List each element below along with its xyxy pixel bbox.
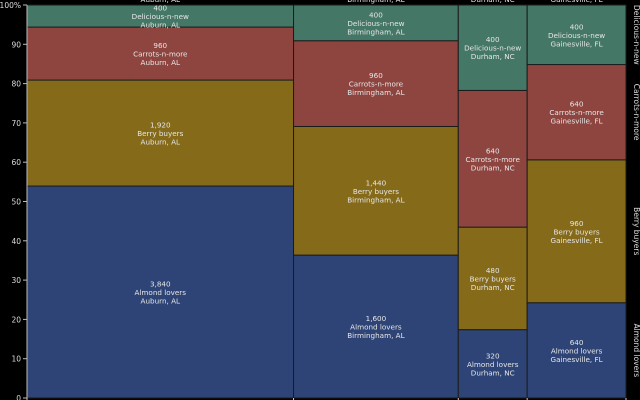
cell-value-label: 960: [153, 41, 167, 50]
cell-series-label: Almond lovers: [135, 288, 187, 297]
cell-category-label: Auburn, AL: [141, 138, 180, 147]
cell-category-label: Gainesville, FL: [551, 39, 603, 48]
legend-label-carrots-n-more: Carrots-n-more: [632, 84, 640, 141]
mosaic-cell-carrots-n-more-gainesville-fl: [526, 64, 627, 161]
y-tick-label: 0: [16, 394, 21, 400]
cell-series-label: Almond lovers: [350, 323, 402, 332]
legend: Almond lovers Berry buyers Carrots-n-more D…: [632, 5, 640, 377]
column-header-durham-nc: Durham, NC: [471, 0, 515, 4]
cell-value-label: 960: [369, 71, 383, 80]
mosaic-cell-almond-lovers-gainesville-fl: [526, 302, 627, 399]
cell-value-label: 400: [486, 35, 500, 44]
cell-series-label: Carrots-n-more: [349, 80, 404, 89]
y-tick-label: 100%: [0, 1, 21, 10]
cell-category-label: Birmingham, AL: [347, 195, 404, 204]
y-tick-label: 10: [11, 355, 21, 364]
column-header-auburn-al: Auburn, AL: [141, 0, 180, 4]
cell-series-label: Delicious-n-new: [464, 44, 521, 53]
legend-label-berry-buyers: Berry buyers: [632, 207, 640, 255]
cell-value-label: 640: [570, 100, 584, 109]
y-axis: 0 10 20 30 40 50 60 70 80 90 100%: [0, 1, 28, 400]
cell-series-label: Berry buyers: [553, 227, 599, 236]
cell-value-label: 640: [486, 146, 500, 155]
cell-value-label: 1,440: [366, 178, 387, 187]
y-tick-label: 30: [11, 276, 21, 285]
cell-value-label: 400: [570, 22, 584, 31]
cell-category-label: Auburn, AL: [141, 297, 180, 306]
y-tick-label: 60: [11, 158, 21, 167]
cell-series-label: Berry buyers: [353, 187, 399, 196]
cell-value-label: 3,840: [150, 280, 171, 289]
mosaic-cell-carrots-n-more-birmingham-al: [293, 40, 459, 127]
cell-series-label: Carrots-n-more: [466, 155, 521, 164]
cell-value-label: 320: [486, 351, 500, 360]
cell-category-label: Durham, NC: [471, 52, 515, 61]
cell-series-label: Delicious-n-new: [347, 19, 404, 28]
cell-category-label: Gainesville, FL: [551, 117, 603, 126]
cell-series-label: Carrots-n-more: [133, 50, 188, 59]
y-tick-label: 80: [11, 80, 21, 89]
cell-value-label: 640: [570, 338, 584, 347]
mosaic-cell-delicious-n-new-gainesville-fl: [526, 4, 627, 66]
cell-value-label: 1,920: [150, 121, 171, 130]
cell-category-label: Durham, NC: [471, 283, 515, 292]
mosaic-cell-carrots-n-more-durham-nc: [457, 89, 528, 228]
y-tick-label: 70: [11, 119, 21, 128]
cell-series-label: Berry buyers: [137, 129, 183, 138]
cell-category-label: Durham, NC: [471, 368, 515, 377]
mosaic-cell-berry-buyers-durham-nc: [457, 226, 528, 331]
cell-series-label: Almond lovers: [467, 360, 519, 369]
cell-category-label: Gainesville, FL: [551, 355, 603, 364]
mosaic-cell-almond-lovers-auburn-al: [26, 185, 295, 399]
mosaic-cell-berry-buyers-gainesville-fl: [526, 159, 627, 304]
cell-value-label: 480: [486, 266, 500, 275]
y-tick-label: 90: [11, 40, 21, 49]
cell-series-label: Delicious-n-new: [548, 31, 605, 40]
mosaic-cell-delicious-n-new-durham-nc: [457, 4, 528, 91]
column-header-gainesville-fl: Gainesville, FL: [551, 0, 603, 4]
cell-series-label: Delicious-n-new: [132, 12, 189, 21]
cell-category-label: Birmingham, AL: [347, 88, 404, 97]
column-header-birmingham-al: Birmingham, AL: [347, 0, 404, 4]
y-tick-label: 50: [11, 198, 21, 207]
cell-series-label: Berry buyers: [470, 274, 516, 283]
y-tick-label: 40: [11, 237, 21, 246]
cell-series-label: Almond lovers: [551, 346, 603, 355]
mosaic-cell-berry-buyers-birmingham-al: [293, 125, 459, 256]
y-tick-label: 20: [11, 315, 21, 324]
cell-category-label: Durham, NC: [471, 163, 515, 172]
cell-category-label: Gainesville, FL: [551, 236, 603, 245]
cell-category-label: Auburn, AL: [141, 58, 180, 67]
cell-value-label: 400: [153, 4, 167, 13]
mosaic-cell-carrots-n-more-auburn-al: [26, 26, 295, 81]
legend-label-delicious-n-new: Delicious-n-new: [632, 5, 640, 65]
cell-series-label: Carrots-n-more: [549, 108, 604, 117]
cell-category-label: Birmingham, AL: [347, 331, 404, 340]
cell-value-label: 1,600: [366, 314, 387, 323]
cell-category-label: Birmingham, AL: [347, 27, 404, 36]
legend-label-almond-lovers: Almond lovers: [632, 323, 640, 377]
cell-category-label: Auburn, AL: [141, 21, 180, 30]
cell-value-label: 960: [570, 219, 584, 228]
cell-value-label: 400: [369, 10, 383, 19]
